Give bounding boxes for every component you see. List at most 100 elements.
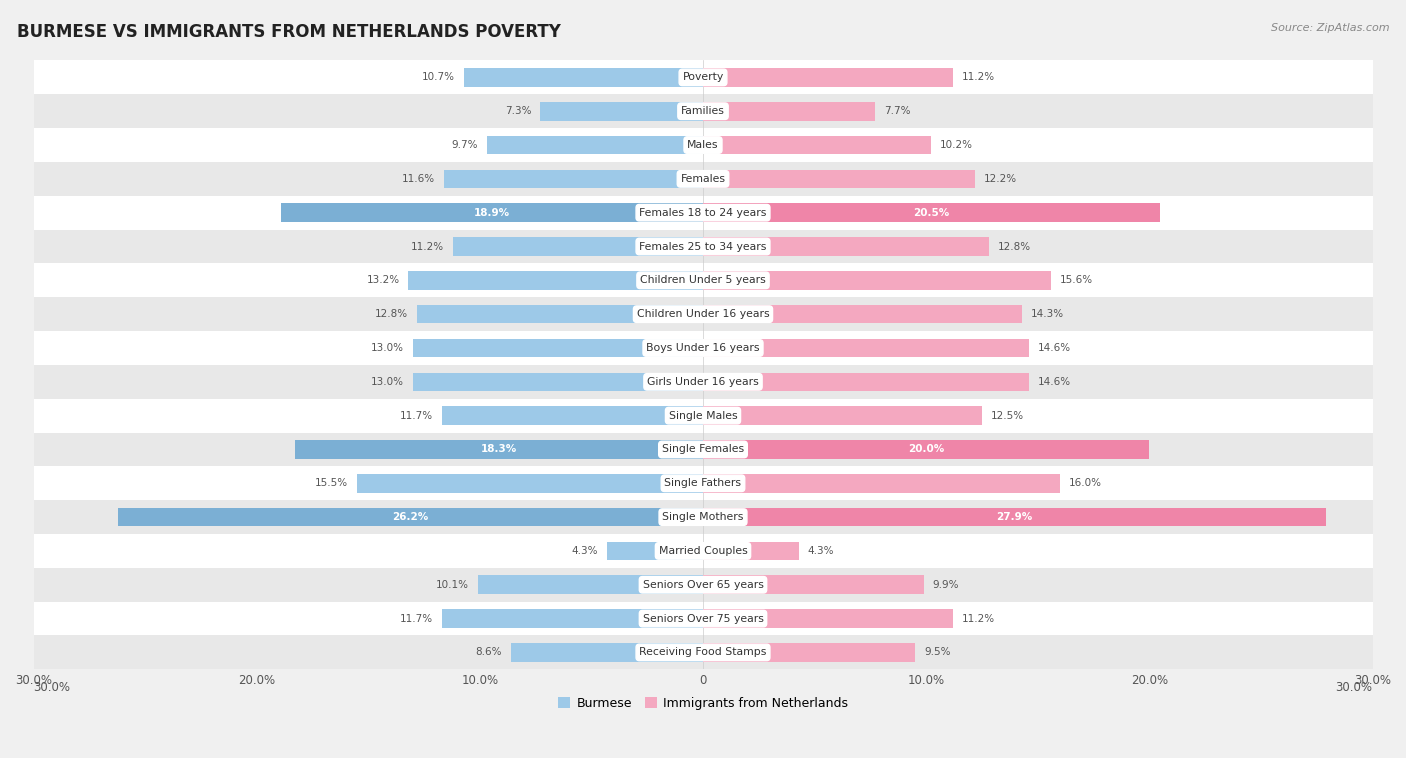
Text: Single Fathers: Single Fathers bbox=[665, 478, 741, 488]
Text: 12.8%: 12.8% bbox=[998, 242, 1031, 252]
Bar bbox=[34, 162, 1372, 196]
Text: 11.2%: 11.2% bbox=[962, 73, 995, 83]
Text: 13.2%: 13.2% bbox=[367, 275, 399, 285]
Bar bbox=[281, 203, 703, 222]
Bar bbox=[703, 643, 915, 662]
Bar bbox=[607, 542, 703, 560]
Text: 30.0%: 30.0% bbox=[1336, 681, 1372, 694]
Bar bbox=[34, 534, 1372, 568]
Text: 20.0%: 20.0% bbox=[908, 444, 945, 455]
Text: BURMESE VS IMMIGRANTS FROM NETHERLANDS POVERTY: BURMESE VS IMMIGRANTS FROM NETHERLANDS P… bbox=[17, 23, 561, 41]
Bar bbox=[34, 365, 1372, 399]
Text: Source: ZipAtlas.com: Source: ZipAtlas.com bbox=[1271, 23, 1389, 33]
Bar bbox=[441, 609, 703, 628]
Text: 13.0%: 13.0% bbox=[371, 377, 404, 387]
Text: Receiving Food Stamps: Receiving Food Stamps bbox=[640, 647, 766, 657]
Bar bbox=[703, 406, 981, 425]
Text: 4.3%: 4.3% bbox=[808, 546, 834, 556]
Bar bbox=[703, 271, 1052, 290]
Text: Poverty: Poverty bbox=[682, 73, 724, 83]
Bar bbox=[540, 102, 703, 121]
Text: Girls Under 16 years: Girls Under 16 years bbox=[647, 377, 759, 387]
Text: Single Females: Single Females bbox=[662, 444, 744, 455]
Bar bbox=[34, 61, 1372, 94]
Text: 30.0%: 30.0% bbox=[34, 681, 70, 694]
Bar bbox=[703, 339, 1029, 357]
Text: Seniors Over 65 years: Seniors Over 65 years bbox=[643, 580, 763, 590]
Text: 20.5%: 20.5% bbox=[914, 208, 950, 218]
Text: Males: Males bbox=[688, 140, 718, 150]
Text: Boys Under 16 years: Boys Under 16 years bbox=[647, 343, 759, 353]
Text: 18.3%: 18.3% bbox=[481, 444, 517, 455]
Bar bbox=[703, 575, 924, 594]
Text: 15.5%: 15.5% bbox=[315, 478, 349, 488]
Text: 13.0%: 13.0% bbox=[371, 343, 404, 353]
Text: Females 18 to 24 years: Females 18 to 24 years bbox=[640, 208, 766, 218]
Text: 9.9%: 9.9% bbox=[932, 580, 959, 590]
Bar bbox=[413, 372, 703, 391]
Bar bbox=[34, 399, 1372, 433]
Text: 14.6%: 14.6% bbox=[1038, 343, 1071, 353]
Text: 11.2%: 11.2% bbox=[411, 242, 444, 252]
Text: Children Under 5 years: Children Under 5 years bbox=[640, 275, 766, 285]
Text: 9.7%: 9.7% bbox=[451, 140, 478, 150]
Bar bbox=[34, 568, 1372, 602]
Bar bbox=[34, 128, 1372, 162]
Text: 9.5%: 9.5% bbox=[924, 647, 950, 657]
Bar bbox=[444, 170, 703, 188]
Bar bbox=[453, 237, 703, 255]
Bar bbox=[464, 68, 703, 86]
Bar bbox=[34, 297, 1372, 331]
Text: Females 25 to 34 years: Females 25 to 34 years bbox=[640, 242, 766, 252]
Bar bbox=[295, 440, 703, 459]
Bar bbox=[510, 643, 703, 662]
Bar bbox=[34, 264, 1372, 297]
Text: 12.8%: 12.8% bbox=[375, 309, 408, 319]
Text: Single Mothers: Single Mothers bbox=[662, 512, 744, 522]
Text: 4.3%: 4.3% bbox=[572, 546, 598, 556]
Text: Married Couples: Married Couples bbox=[658, 546, 748, 556]
Bar bbox=[34, 94, 1372, 128]
Text: Seniors Over 75 years: Seniors Over 75 years bbox=[643, 613, 763, 624]
Text: Children Under 16 years: Children Under 16 years bbox=[637, 309, 769, 319]
Text: 12.2%: 12.2% bbox=[984, 174, 1018, 184]
Bar bbox=[441, 406, 703, 425]
Bar bbox=[418, 305, 703, 324]
Text: 27.9%: 27.9% bbox=[997, 512, 1032, 522]
Bar bbox=[703, 542, 799, 560]
Text: Single Males: Single Males bbox=[669, 411, 737, 421]
Text: 18.9%: 18.9% bbox=[474, 208, 510, 218]
Bar bbox=[478, 575, 703, 594]
Text: 10.7%: 10.7% bbox=[422, 73, 456, 83]
Bar bbox=[34, 196, 1372, 230]
Bar bbox=[34, 500, 1372, 534]
Text: 10.1%: 10.1% bbox=[436, 580, 468, 590]
Text: 7.3%: 7.3% bbox=[505, 106, 531, 116]
Bar bbox=[34, 466, 1372, 500]
Text: 14.3%: 14.3% bbox=[1031, 309, 1064, 319]
Bar bbox=[703, 440, 1149, 459]
Text: 14.6%: 14.6% bbox=[1038, 377, 1071, 387]
Text: 26.2%: 26.2% bbox=[392, 512, 429, 522]
Text: 11.2%: 11.2% bbox=[962, 613, 995, 624]
Bar bbox=[703, 474, 1060, 493]
Text: 16.0%: 16.0% bbox=[1069, 478, 1102, 488]
Bar bbox=[118, 508, 703, 526]
Text: 11.7%: 11.7% bbox=[399, 613, 433, 624]
Bar bbox=[703, 372, 1029, 391]
Bar bbox=[703, 170, 976, 188]
Bar bbox=[703, 68, 953, 86]
Bar bbox=[703, 305, 1022, 324]
Text: 11.6%: 11.6% bbox=[402, 174, 436, 184]
Bar bbox=[703, 203, 1160, 222]
Legend: Burmese, Immigrants from Netherlands: Burmese, Immigrants from Netherlands bbox=[553, 692, 853, 715]
Text: Families: Families bbox=[681, 106, 725, 116]
Bar bbox=[408, 271, 703, 290]
Bar bbox=[486, 136, 703, 155]
Bar bbox=[34, 230, 1372, 264]
Bar bbox=[34, 331, 1372, 365]
Text: 11.7%: 11.7% bbox=[399, 411, 433, 421]
Text: 8.6%: 8.6% bbox=[475, 647, 502, 657]
Text: 12.5%: 12.5% bbox=[991, 411, 1024, 421]
Text: 15.6%: 15.6% bbox=[1060, 275, 1094, 285]
